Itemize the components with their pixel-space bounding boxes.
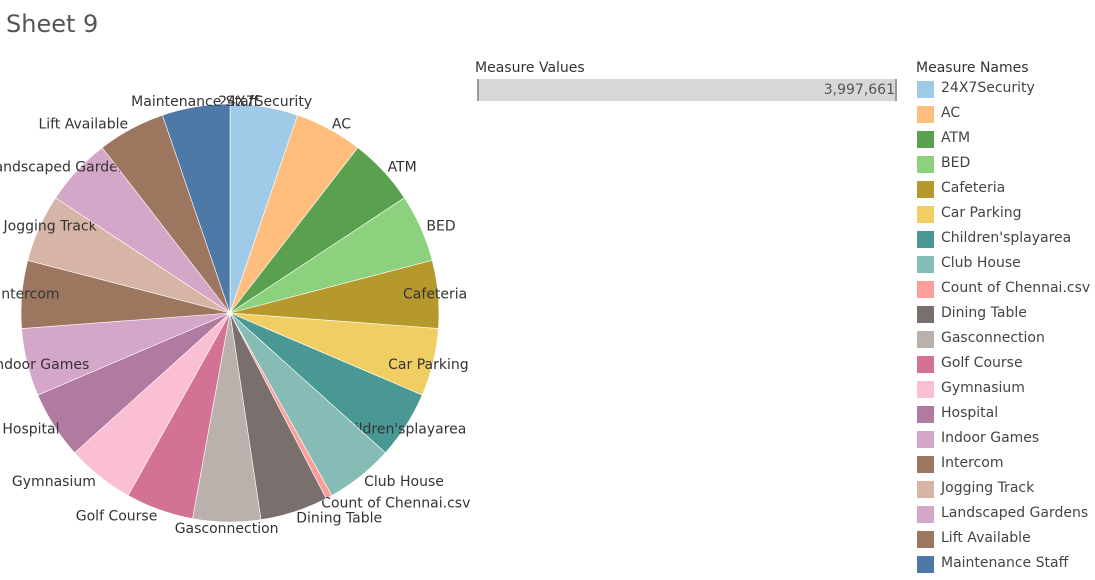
legend-label: ATM: [941, 130, 971, 146]
legend-item-gymnasium[interactable]: Gymnasium: [917, 380, 1092, 405]
pie-label-intercom: Intercom: [0, 287, 60, 303]
legend-item-golf-course[interactable]: Golf Course: [917, 355, 1092, 380]
legend-swatch: [917, 206, 934, 223]
legend-label: Landscaped Gardens: [941, 505, 1089, 521]
legend-swatch: [917, 181, 934, 198]
legend-swatch: [917, 456, 934, 473]
measure-values-fill: [477, 79, 897, 101]
legend-swatch: [917, 281, 934, 298]
legend-item-jogging-track[interactable]: Jogging Track: [917, 480, 1092, 505]
pie-label-lift-available: Lift Available: [38, 117, 128, 133]
legend-item-children-splayarea[interactable]: Children'splayarea: [917, 230, 1092, 255]
legend-item-bed[interactable]: BED: [917, 155, 1092, 180]
pie-label-jogging-track: Jogging Track: [3, 218, 98, 234]
legend-label: Cafeteria: [941, 180, 1006, 196]
pie-slice-maintenance-staff[interactable]: [162, 103, 231, 314]
legend-item-car-parking[interactable]: Car Parking: [917, 205, 1092, 230]
pie-label-gymnasium: Gymnasium: [12, 474, 96, 490]
legend-item-maintenance-staff[interactable]: Maintenance Staff: [917, 555, 1092, 580]
legend-swatch: [917, 531, 934, 548]
legend-swatch: [917, 81, 934, 98]
pie-chart: 24X7Security AC ATM BED Cafeteria Car Parking…: [0, 94, 470, 537]
legend-item-gasconnection[interactable]: Gasconnection: [917, 330, 1092, 355]
legend-swatch: [917, 481, 934, 498]
pie-label-indoor-games: Indoor Games: [0, 357, 89, 373]
legend-swatch: [917, 256, 934, 273]
pie-label-dining-table: Dining Table: [296, 511, 382, 527]
legend-item-intercom[interactable]: Intercom: [917, 455, 1092, 480]
legend-label: Count of Chennai.csv: [941, 280, 1091, 296]
pie-label-count-of-chennai-csv: Count of Chennai.csv: [321, 495, 470, 511]
legend-label: Jogging Track: [941, 480, 1035, 496]
legend-item-hospital[interactable]: Hospital: [917, 405, 1092, 430]
legend-swatch: [917, 356, 934, 373]
legend-swatch: [917, 131, 934, 148]
legend-swatch: [917, 406, 934, 423]
pie-label-club-house: Club House: [364, 474, 444, 490]
pie-label-cafeteria: Cafeteria: [403, 287, 467, 303]
legend-label: Indoor Games: [941, 430, 1040, 446]
legend-item-indoor-games[interactable]: Indoor Games: [917, 430, 1092, 455]
pie-label-ac: AC: [332, 117, 351, 133]
legend-item-atm[interactable]: ATM: [917, 130, 1092, 155]
pie-label-car-parking: Car Parking: [388, 357, 468, 373]
measure-values-value: 3,997,661: [823, 82, 895, 98]
legend: 24X7Security AC ATM BED Cafeteria Car Parking…: [917, 80, 1092, 580]
legend-swatch: [917, 156, 934, 173]
legend-label: Gymnasium: [941, 380, 1025, 396]
legend-label: Dining Table: [941, 305, 1027, 321]
legend-swatch: [917, 381, 934, 398]
legend-item-24x7security[interactable]: 24X7Security: [917, 80, 1092, 105]
legend-item-dining-table[interactable]: Dining Table: [917, 305, 1092, 330]
pie-label-maintenance-staff: Maintenance Staff: [131, 94, 259, 110]
legend-label: BED: [941, 155, 971, 171]
measure-values-title: Measure Values: [475, 60, 585, 76]
sheet-title: Sheet 9: [6, 10, 99, 38]
pie-label-children-splayarea: Children'splayarea: [336, 422, 466, 438]
legend-label: Hospital: [941, 405, 999, 421]
pie-label-24x7security: 24X7Security: [218, 94, 312, 110]
legend-item-ac[interactable]: AC: [917, 105, 1092, 130]
legend-item-club-house[interactable]: Club House: [917, 255, 1092, 280]
pie-label-golf-course: Golf Course: [76, 508, 158, 524]
legend-item-count-of-chennai-csv[interactable]: Count of Chennai.csv: [917, 280, 1092, 305]
legend-swatch: [917, 431, 934, 448]
legend-item-landscaped-gardens[interactable]: Landscaped Gardens: [917, 505, 1092, 530]
legend-label: Golf Course: [941, 355, 1023, 371]
legend-swatch: [917, 331, 934, 348]
measure-values-bar[interactable]: 3,997,661: [477, 79, 897, 101]
legend-item-cafeteria[interactable]: Cafeteria: [917, 180, 1092, 205]
legend-swatch: [917, 556, 934, 573]
legend-label: Club House: [941, 255, 1021, 271]
legend-swatch: [917, 106, 934, 123]
pie-label-hospital: Hospital: [2, 422, 59, 438]
pie-label-gasconnection: Gasconnection: [175, 521, 279, 537]
legend-label: Lift Available: [941, 530, 1031, 546]
legend-label: Maintenance Staff: [941, 555, 1069, 571]
legend-swatch: [917, 231, 934, 248]
legend-label: Children'splayarea: [941, 230, 1072, 246]
pie-label-atm: ATM: [388, 160, 417, 176]
pie-label-bed: BED: [426, 218, 455, 234]
legend-swatch: [917, 306, 934, 323]
legend-label: Car Parking: [941, 205, 1022, 221]
pie-label-landscaped-gardens: Landscaped Gardens: [0, 160, 134, 176]
legend-label: Gasconnection: [941, 330, 1045, 346]
legend-swatch: [917, 506, 934, 523]
legend-title: Measure Names: [916, 60, 1029, 76]
legend-label: 24X7Security: [941, 80, 1035, 96]
legend-item-lift-available[interactable]: Lift Available: [917, 530, 1092, 555]
legend-label: AC: [941, 105, 961, 121]
legend-label: Intercom: [941, 455, 1004, 471]
